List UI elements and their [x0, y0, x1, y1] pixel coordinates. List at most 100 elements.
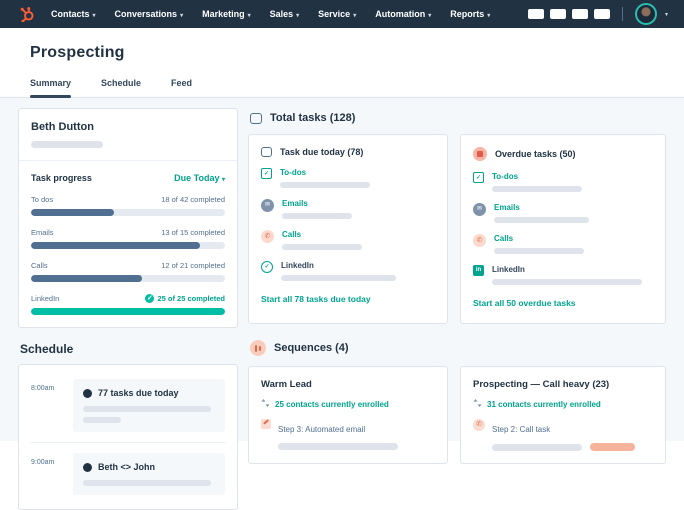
enrollment-icon — [261, 399, 270, 410]
task-item-link[interactable]: Emails — [282, 199, 308, 208]
nav-divider — [621, 7, 623, 21]
linkedin-icon: in — [473, 265, 484, 276]
placeholder-bar — [494, 248, 584, 254]
nav-utilities: ▾ — [527, 3, 668, 25]
event-dot-icon — [83, 462, 92, 472]
placeholder-bar — [281, 275, 396, 281]
overdue-tasks-card: Overdue tasks (50) ✓ To-dos ✉ Emails — [460, 134, 666, 324]
nav-item-contacts[interactable]: Contacts ▾ — [51, 9, 96, 19]
schedule-entry-tasks[interactable]: 77 tasks due today — [73, 379, 225, 432]
schedule-row-8am: 8:00am 77 tasks due today — [31, 369, 225, 442]
page-header: Prospecting — [0, 28, 684, 62]
sequence-card-warm-lead: Warm Lead 25 contacts currently enrolled… — [248, 366, 448, 464]
progress-row-calls: Calls 12 of 21 completed — [31, 261, 225, 282]
nav-action-icon-2[interactable] — [549, 9, 566, 19]
tab-summary[interactable]: Summary — [30, 78, 72, 98]
page-title: Prospecting — [30, 44, 125, 61]
chevron-down-icon[interactable]: ▾ — [664, 11, 668, 18]
nav-action-icon-1[interactable] — [527, 9, 544, 19]
nav-item-sales[interactable]: Sales ▾ — [269, 9, 300, 19]
progress-bar — [31, 308, 225, 315]
sequences-header: Sequences (4) — [250, 340, 666, 356]
start-tasks-link[interactable]: Start all 78 tasks due today — [261, 294, 371, 304]
schedule-card: 8:00am 77 tasks due today 9:00am Beth <>… — [18, 364, 238, 510]
linkedin-check-icon: ✓ — [261, 261, 273, 273]
divider — [19, 160, 237, 161]
user-name: Beth Dutton — [31, 121, 94, 133]
check-circle-icon: ✓ — [145, 294, 155, 303]
time-label: 8:00am — [31, 385, 55, 392]
chevron-down-icon: ▾ — [92, 12, 96, 19]
tab-feed[interactable]: Feed — [171, 78, 193, 88]
nav-item-marketing[interactable]: Marketing ▾ — [202, 9, 251, 19]
placeholder-bar — [492, 279, 642, 285]
task-item-link[interactable]: Emails — [494, 203, 520, 212]
nav-item-conversations[interactable]: Conversations ▾ — [114, 9, 184, 19]
status-pill — [590, 443, 635, 451]
sequence-title: Warm Lead — [261, 379, 312, 390]
task-item-link[interactable]: To-dos — [492, 172, 519, 181]
schedule-section-title: Schedule — [20, 342, 74, 356]
avatar[interactable] — [634, 3, 657, 25]
nav-action-icon-3[interactable] — [571, 9, 588, 19]
call-task-icon: ✆ — [473, 419, 485, 431]
tab-schedule[interactable]: Schedule — [101, 78, 142, 88]
email-icon: ✉ — [473, 203, 486, 216]
sequence-title: Prospecting — Call heavy (23) — [473, 379, 610, 390]
top-nav: Contacts ▾ Conversations ▾ Marketing ▾ Sale… — [0, 0, 684, 28]
progress-row-emails: Emails 13 of 15 completed — [31, 228, 225, 249]
nav-item-automation[interactable]: Automation ▾ — [375, 9, 432, 19]
phone-icon: ✆ — [473, 234, 486, 247]
task-item-link[interactable]: Calls — [494, 234, 514, 243]
main-menu: Contacts ▾ Conversations ▾ Marketing ▾ Sale… — [51, 9, 528, 19]
chevron-down-icon: ▾ — [487, 12, 491, 19]
task-item-link[interactable]: Calls — [282, 230, 302, 239]
automated-email-icon — [261, 419, 271, 429]
task-checkbox-icon — [261, 147, 272, 157]
chevron-down-icon: ▾ — [428, 12, 432, 19]
sequence-card-call-heavy: Prospecting — Call heavy (23) 31 contact… — [460, 366, 666, 464]
chevron-down-icon: ▾ — [296, 12, 300, 19]
chevron-down-icon: ▾ — [180, 12, 184, 19]
start-overdue-link[interactable]: Start all 50 overdue tasks — [473, 298, 576, 308]
right-column: Total tasks (128) Task due today (78) ✓ … — [248, 108, 666, 464]
email-icon: ✉ — [261, 199, 274, 212]
sequence-step: ✆ Step 2: Call task — [473, 419, 653, 451]
placeholder-bar — [83, 417, 121, 423]
chevron-down-icon: ▾ — [247, 12, 251, 19]
task-item-link[interactable]: LinkedIn — [281, 261, 314, 270]
tab-bar: Summary Schedule Feed — [0, 78, 684, 98]
task-progress-label: Task progress — [31, 173, 92, 183]
nav-action-icon-4[interactable] — [593, 9, 610, 19]
nav-item-reports[interactable]: Reports ▾ — [450, 9, 491, 19]
sequences-icon — [250, 340, 266, 356]
placeholder-bar — [492, 186, 582, 192]
placeholder-bar — [280, 182, 370, 188]
task-item-link[interactable]: To-dos — [280, 168, 307, 177]
schedule-entry-meeting[interactable]: Beth <> John — [73, 453, 225, 495]
task-item-linkedin: ✓ LinkedIn — [261, 261, 435, 281]
time-label: 9:00am — [31, 459, 55, 466]
placeholder-bar — [282, 213, 352, 219]
task-item-linkedin: in LinkedIn — [473, 265, 653, 285]
event-dot-icon — [83, 388, 92, 398]
phone-icon: ✆ — [261, 230, 274, 243]
task-item-link[interactable]: LinkedIn — [492, 265, 525, 274]
progress-bar — [31, 209, 225, 216]
task-item-emails: ✉ Emails — [473, 203, 653, 223]
enrolled-link[interactable]: 25 contacts currently enrolled — [261, 399, 435, 410]
task-item-emails: ✉ Emails — [261, 199, 435, 219]
nav-item-service[interactable]: Service ▾ — [318, 9, 357, 19]
progress-row-todos: To dos 18 of 42 completed — [31, 195, 225, 216]
task-due-today-card: Task due today (78) ✓ To-dos ✉ Emails — [248, 134, 448, 324]
placeholder-bar — [494, 217, 589, 223]
hubspot-logo-icon[interactable] — [20, 6, 35, 22]
task-item-todos: ✓ To-dos — [473, 172, 653, 192]
due-today-dropdown[interactable]: Due Today ▾ — [174, 173, 225, 183]
chevron-down-icon: ▾ — [221, 177, 225, 183]
todo-icon: ✓ — [261, 168, 272, 179]
progress-bar — [31, 242, 225, 249]
total-tasks-header: Total tasks (128) — [250, 112, 666, 124]
progress-bar — [31, 275, 225, 282]
enrolled-link[interactable]: 31 contacts currently enrolled — [473, 399, 653, 410]
